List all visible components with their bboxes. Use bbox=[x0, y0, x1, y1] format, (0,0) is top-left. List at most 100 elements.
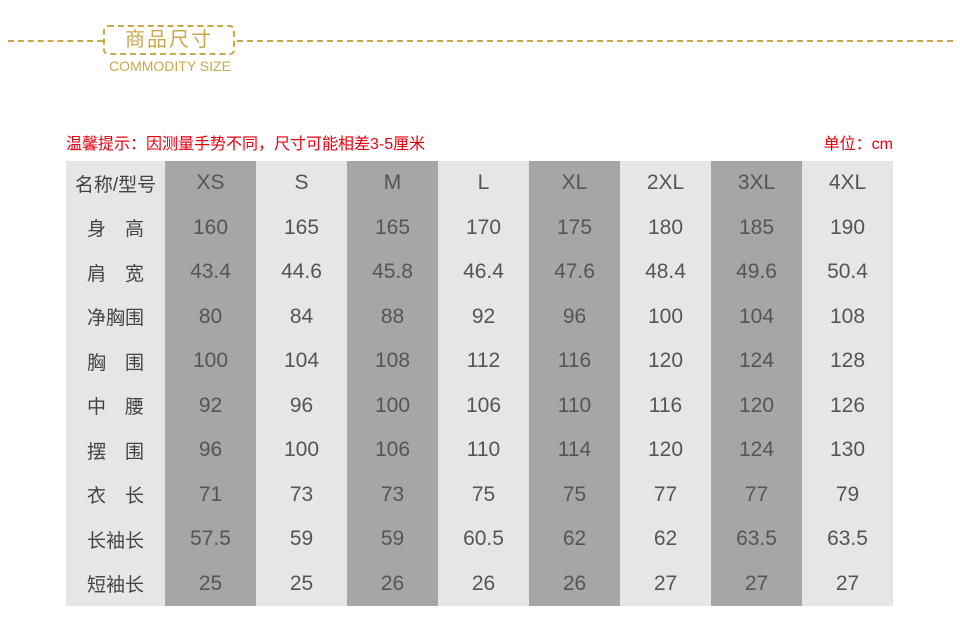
section-subtitle: COMMODITY SIZE bbox=[109, 58, 231, 74]
table-cell: 45.8 bbox=[347, 250, 438, 295]
table-row: 中 腰 92 96 100 106 110 116 120 126 bbox=[66, 383, 893, 428]
column-header: 名称/型号 bbox=[66, 161, 165, 206]
row-label: 胸 围 bbox=[66, 339, 165, 384]
table-cell: 190 bbox=[802, 205, 893, 250]
table-cell: 27 bbox=[802, 561, 893, 606]
table-cell: 63.5 bbox=[711, 517, 802, 562]
row-label: 净胸围 bbox=[66, 294, 165, 339]
table-cell: 77 bbox=[620, 472, 711, 517]
table-cell: 110 bbox=[529, 383, 620, 428]
table-cell: 120 bbox=[711, 383, 802, 428]
table-cell: 75 bbox=[529, 472, 620, 517]
table-cell: 108 bbox=[347, 339, 438, 384]
table-cell: 63.5 bbox=[802, 517, 893, 562]
table-cell: 108 bbox=[802, 294, 893, 339]
column-header: 2XL bbox=[620, 161, 711, 206]
row-label: 长袖长 bbox=[66, 517, 165, 562]
table-cell: 96 bbox=[165, 428, 256, 473]
table-cell: 46.4 bbox=[438, 250, 529, 295]
table-cell: 124 bbox=[711, 428, 802, 473]
row-label: 衣 长 bbox=[66, 472, 165, 517]
table-cell: 116 bbox=[529, 339, 620, 384]
table-cell: 26 bbox=[438, 561, 529, 606]
table-row: 身 高 160 165 165 170 175 180 185 190 bbox=[66, 205, 893, 250]
table-row: 长袖长 57.5 59 59 60.5 62 62 63.5 63.5 bbox=[66, 517, 893, 562]
table-cell: 84 bbox=[256, 294, 347, 339]
table-cell: 27 bbox=[711, 561, 802, 606]
table-cell: 106 bbox=[347, 428, 438, 473]
table-cell: 92 bbox=[165, 383, 256, 428]
table-row: 摆 围 96 100 106 110 114 120 124 130 bbox=[66, 428, 893, 473]
table-cell: 92 bbox=[438, 294, 529, 339]
table-cell: 77 bbox=[711, 472, 802, 517]
table-header-row: 名称/型号 XS S M L XL 2XL 3XL 4XL bbox=[66, 161, 893, 206]
measurement-tip: 温馨提示：因测量手势不同，尺寸可能相差3-5厘米 bbox=[66, 136, 426, 153]
table-row: 短袖长 25 25 26 26 26 27 27 27 bbox=[66, 561, 893, 606]
table-cell: 25 bbox=[165, 561, 256, 606]
table-row: 肩 宽 43.4 44.6 45.8 46.4 47.6 48.4 49.6 50.4 bbox=[66, 250, 893, 295]
table-cell: 128 bbox=[802, 339, 893, 384]
row-label: 肩 宽 bbox=[66, 250, 165, 295]
table-cell: 165 bbox=[256, 205, 347, 250]
column-header: L bbox=[438, 161, 529, 206]
table-cell: 96 bbox=[256, 383, 347, 428]
column-header: M bbox=[347, 161, 438, 206]
table-cell: 110 bbox=[438, 428, 529, 473]
column-header: XL bbox=[529, 161, 620, 206]
table-cell: 100 bbox=[256, 428, 347, 473]
table-cell: 49.6 bbox=[711, 250, 802, 295]
row-label: 短袖长 bbox=[66, 561, 165, 606]
table-row: 衣 长 71 73 73 75 75 77 77 79 bbox=[66, 472, 893, 517]
table-cell: 44.6 bbox=[256, 250, 347, 295]
table-row: 净胸围 80 84 88 92 96 100 104 108 bbox=[66, 294, 893, 339]
table-cell: 60.5 bbox=[438, 517, 529, 562]
table-cell: 180 bbox=[620, 205, 711, 250]
table-cell: 165 bbox=[347, 205, 438, 250]
table-cell: 79 bbox=[802, 472, 893, 517]
table-cell: 47.6 bbox=[529, 250, 620, 295]
table-cell: 100 bbox=[347, 383, 438, 428]
table-cell: 26 bbox=[347, 561, 438, 606]
table-cell: 116 bbox=[620, 383, 711, 428]
table-cell: 120 bbox=[620, 428, 711, 473]
unit-label: 单位：cm bbox=[823, 136, 893, 153]
table-cell: 124 bbox=[711, 339, 802, 384]
table-cell: 59 bbox=[256, 517, 347, 562]
table-cell: 120 bbox=[620, 339, 711, 384]
row-label: 摆 围 bbox=[66, 428, 165, 473]
table-cell: 57.5 bbox=[165, 517, 256, 562]
table-cell: 25 bbox=[256, 561, 347, 606]
table-cell: 88 bbox=[347, 294, 438, 339]
column-header: S bbox=[256, 161, 347, 206]
row-label: 中 腰 bbox=[66, 383, 165, 428]
table-cell: 114 bbox=[529, 428, 620, 473]
table-cell: 104 bbox=[711, 294, 802, 339]
divider-left bbox=[8, 40, 103, 42]
divider-right bbox=[237, 40, 953, 42]
table-cell: 100 bbox=[620, 294, 711, 339]
table-cell: 112 bbox=[438, 339, 529, 384]
table-cell: 170 bbox=[438, 205, 529, 250]
table-cell: 130 bbox=[802, 428, 893, 473]
table-cell: 100 bbox=[165, 339, 256, 384]
section-title: 商品尺寸 bbox=[103, 25, 235, 55]
table-cell: 80 bbox=[165, 294, 256, 339]
table-cell: 106 bbox=[438, 383, 529, 428]
table-cell: 27 bbox=[620, 561, 711, 606]
table-cell: 50.4 bbox=[802, 250, 893, 295]
table-cell: 48.4 bbox=[620, 250, 711, 295]
table-cell: 62 bbox=[620, 517, 711, 562]
table-cell: 26 bbox=[529, 561, 620, 606]
table-cell: 62 bbox=[529, 517, 620, 562]
table-cell: 43.4 bbox=[165, 250, 256, 295]
table-cell: 175 bbox=[529, 205, 620, 250]
table-cell: 71 bbox=[165, 472, 256, 517]
table-cell: 96 bbox=[529, 294, 620, 339]
row-label: 身 高 bbox=[66, 205, 165, 250]
table-cell: 73 bbox=[347, 472, 438, 517]
table-row: 胸 围 100 104 108 112 116 120 124 128 bbox=[66, 339, 893, 384]
column-header: 4XL bbox=[802, 161, 893, 206]
table-cell: 104 bbox=[256, 339, 347, 384]
table-cell: 75 bbox=[438, 472, 529, 517]
table-cell: 73 bbox=[256, 472, 347, 517]
